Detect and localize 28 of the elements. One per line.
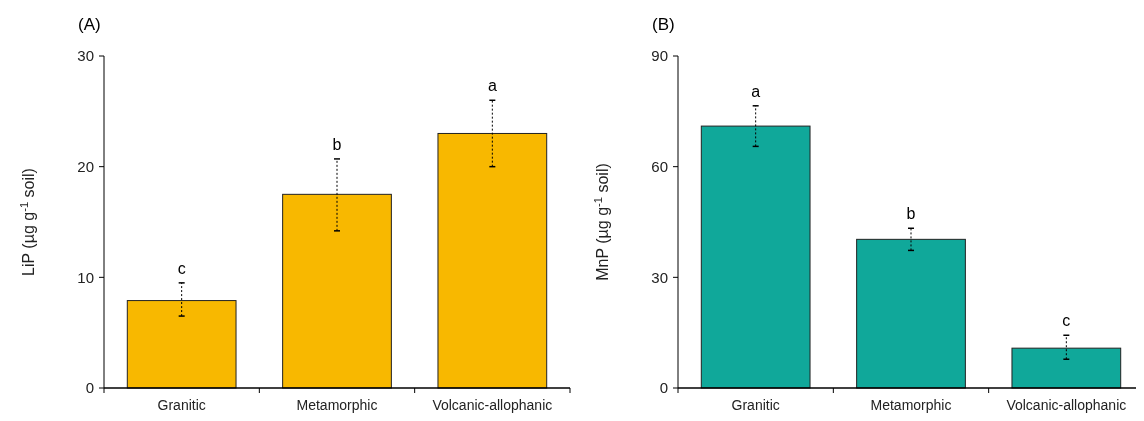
y-tick-label: 0 [85, 379, 94, 397]
annotation: a [751, 82, 761, 100]
y-tick-label: 30 [77, 47, 94, 65]
bar [1011, 347, 1122, 389]
annotation: a [487, 77, 497, 95]
bar [856, 238, 966, 389]
x-tick-label: Volcanic-allophanic [432, 397, 553, 413]
bar [437, 132, 548, 389]
y-tick-label: 0 [659, 379, 668, 397]
bar [700, 125, 811, 389]
chart-title: (A) [78, 15, 101, 34]
y-tick-label: 10 [77, 268, 94, 286]
y-tick-label: 20 [77, 157, 94, 175]
annotation: c [177, 259, 186, 277]
x-tick-label: Granitic [731, 397, 780, 413]
chart-title: (B) [652, 15, 675, 34]
annotation: b [332, 135, 342, 153]
annotation: c [1062, 312, 1071, 330]
y-tick-label: 60 [651, 157, 668, 175]
x-tick-label: Metamorphic [296, 397, 378, 413]
y-tick-label: 90 [651, 47, 668, 65]
x-tick-label: Volcanic-allophanic [1006, 397, 1127, 413]
x-tick-label: Metamorphic [870, 397, 952, 413]
bar [282, 193, 392, 389]
bar [126, 300, 237, 389]
annotation: b [906, 205, 916, 223]
y-tick-label: 30 [651, 268, 668, 286]
x-tick-label: Granitic [157, 397, 206, 413]
